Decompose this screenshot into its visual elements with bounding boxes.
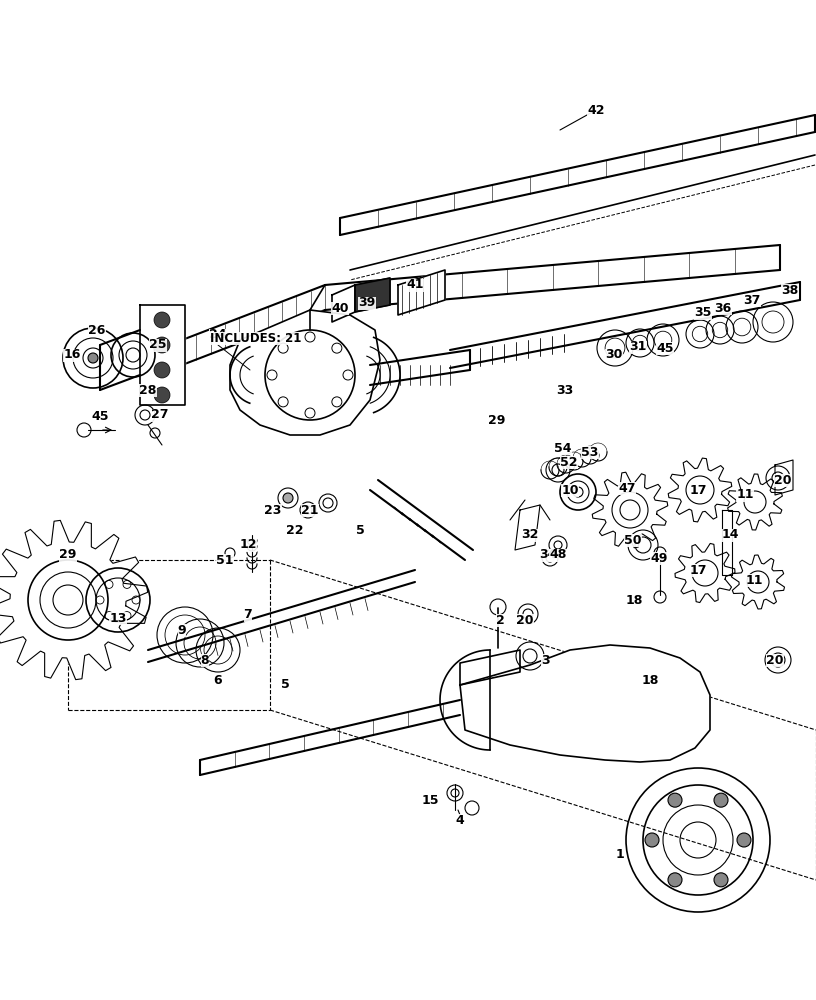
Text: 37: 37	[743, 294, 761, 306]
Text: 52: 52	[561, 456, 578, 468]
Text: 41: 41	[406, 278, 424, 292]
Text: 32: 32	[521, 528, 539, 542]
Text: 23: 23	[264, 504, 282, 516]
Circle shape	[714, 793, 728, 807]
Text: 14: 14	[721, 528, 738, 542]
Text: 18: 18	[641, 674, 659, 686]
Circle shape	[668, 873, 682, 887]
Circle shape	[645, 833, 659, 847]
Text: INCLUDES: 21: INCLUDES: 21	[210, 332, 301, 344]
Text: 22: 22	[286, 524, 304, 536]
Text: 2: 2	[495, 613, 504, 626]
Text: 5: 5	[281, 678, 290, 692]
Text: 5: 5	[356, 524, 365, 536]
Text: 42: 42	[588, 104, 605, 116]
Text: 50: 50	[624, 534, 641, 546]
Text: 29: 29	[488, 414, 506, 426]
Text: 51: 51	[216, 554, 233, 566]
Polygon shape	[668, 458, 732, 522]
Polygon shape	[592, 472, 667, 548]
Text: 17: 17	[690, 564, 707, 576]
Text: 18: 18	[625, 593, 643, 606]
Polygon shape	[230, 310, 380, 435]
Text: 54: 54	[554, 442, 572, 454]
Text: 34: 34	[539, 548, 557, 562]
Circle shape	[737, 833, 751, 847]
Text: 24: 24	[209, 328, 227, 342]
Text: 45: 45	[656, 342, 674, 355]
Text: 38: 38	[782, 284, 799, 296]
Text: 27: 27	[151, 408, 169, 422]
Polygon shape	[775, 460, 793, 495]
Text: 16: 16	[64, 349, 81, 361]
Text: 1: 1	[615, 848, 624, 861]
Text: 35: 35	[694, 306, 712, 320]
Circle shape	[668, 793, 682, 807]
Polygon shape	[515, 505, 540, 550]
Text: 20: 20	[766, 654, 783, 666]
Text: 13: 13	[109, 611, 126, 624]
Circle shape	[283, 493, 293, 503]
Text: 11: 11	[736, 488, 754, 502]
Text: 29: 29	[60, 548, 77, 562]
Polygon shape	[460, 650, 520, 685]
Polygon shape	[0, 520, 148, 680]
Text: 47: 47	[619, 482, 636, 494]
Text: 30: 30	[605, 349, 623, 361]
Text: 20: 20	[517, 613, 534, 626]
Polygon shape	[460, 645, 710, 762]
Polygon shape	[140, 305, 185, 405]
Text: 4: 4	[455, 814, 464, 826]
Text: 10: 10	[561, 484, 579, 496]
Text: 9: 9	[178, 624, 186, 637]
Text: 12: 12	[239, 538, 257, 552]
Text: 53: 53	[581, 446, 599, 458]
Text: 31: 31	[629, 340, 647, 354]
Text: 15: 15	[421, 794, 439, 806]
Text: 33: 33	[557, 383, 574, 396]
Polygon shape	[722, 510, 732, 575]
Text: 28: 28	[140, 383, 157, 396]
Text: 48: 48	[549, 548, 566, 562]
Text: 7: 7	[244, 608, 252, 621]
Circle shape	[88, 353, 98, 363]
Text: 3: 3	[541, 654, 549, 666]
Text: 11: 11	[745, 574, 763, 586]
Polygon shape	[332, 285, 355, 322]
Text: 6: 6	[214, 674, 222, 686]
Text: 20: 20	[774, 474, 792, 487]
Circle shape	[154, 387, 170, 403]
Polygon shape	[731, 555, 784, 609]
Circle shape	[714, 873, 728, 887]
Text: 26: 26	[88, 324, 106, 336]
Text: 36: 36	[714, 302, 732, 314]
Text: 39: 39	[358, 296, 375, 310]
Circle shape	[154, 362, 170, 378]
Text: 40: 40	[331, 302, 348, 314]
Text: 8: 8	[201, 654, 210, 666]
Polygon shape	[675, 543, 735, 603]
Text: 17: 17	[690, 484, 707, 496]
Text: 49: 49	[650, 552, 667, 564]
Circle shape	[154, 312, 170, 328]
Polygon shape	[398, 270, 445, 315]
Text: 21: 21	[301, 504, 319, 516]
Circle shape	[154, 337, 170, 353]
Text: 45: 45	[91, 410, 109, 424]
Text: 25: 25	[149, 338, 166, 352]
Polygon shape	[728, 474, 783, 530]
Polygon shape	[355, 278, 390, 312]
